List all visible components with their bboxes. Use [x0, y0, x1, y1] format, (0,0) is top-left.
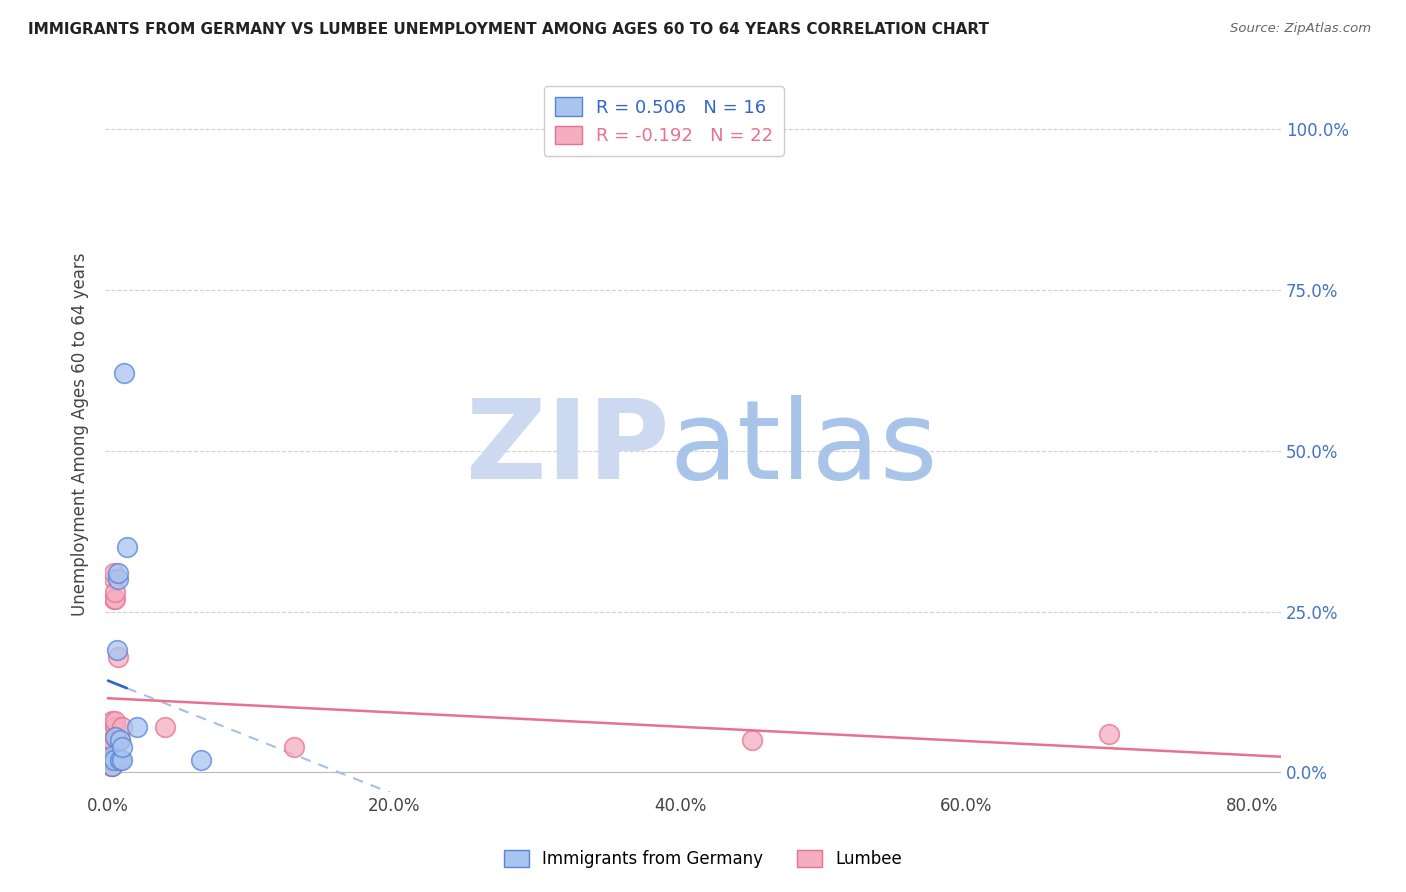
Point [101, 733, 124, 747]
Point [1098, 727, 1121, 741]
Point [100, 739, 122, 754]
Point [107, 572, 129, 586]
Point [155, 720, 177, 734]
Point [105, 643, 128, 657]
Point [103, 566, 125, 580]
Point [101, 759, 124, 773]
Legend: Immigrants from Germany, Lumbee: Immigrants from Germany, Lumbee [498, 843, 908, 875]
Point [112, 367, 135, 381]
Point [283, 739, 305, 754]
Point [100, 752, 122, 766]
Point [103, 591, 125, 606]
Point [101, 749, 124, 764]
Point [104, 714, 127, 728]
Point [107, 566, 129, 580]
Point [104, 591, 127, 606]
Point [108, 733, 131, 747]
Point [111, 752, 134, 766]
Text: IMMIGRANTS FROM GERMANY VS LUMBEE UNEMPLOYMENT AMONG AGES 60 TO 64 YEARS CORRELA: IMMIGRANTS FROM GERMANY VS LUMBEE UNEMPL… [28, 22, 988, 37]
Point [741, 733, 763, 747]
Point [103, 752, 125, 766]
Point [103, 572, 125, 586]
Point [125, 720, 148, 734]
Point [100, 759, 122, 773]
Point [111, 720, 134, 734]
Point [101, 714, 124, 728]
Y-axis label: Unemployment Among Ages 60 to 64 years: Unemployment Among Ages 60 to 64 years [72, 252, 89, 616]
Point [105, 752, 128, 766]
Point [107, 649, 129, 664]
Text: ZIP: ZIP [467, 395, 669, 502]
Point [101, 759, 124, 773]
Point [98, 752, 121, 766]
Legend: R = 0.506   N = 16, R = -0.192   N = 22: R = 0.506 N = 16, R = -0.192 N = 22 [544, 87, 785, 156]
Point [108, 752, 131, 766]
Point [108, 733, 131, 747]
Text: Source: ZipAtlas.com: Source: ZipAtlas.com [1230, 22, 1371, 36]
Point [104, 585, 127, 599]
Point [190, 752, 212, 766]
Point [115, 540, 138, 554]
Text: atlas: atlas [669, 395, 938, 502]
Point [104, 720, 127, 734]
Point [104, 730, 127, 744]
Point [105, 733, 128, 747]
Point [111, 739, 134, 754]
